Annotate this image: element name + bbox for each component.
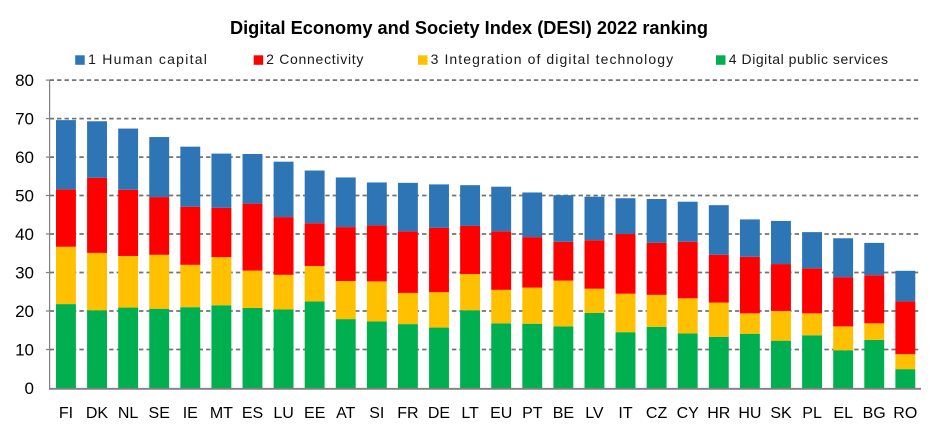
svg-text:AT: AT: [336, 405, 355, 422]
svg-text:DK: DK: [86, 405, 109, 422]
svg-text:50: 50: [15, 187, 34, 206]
svg-text:LU: LU: [273, 405, 293, 422]
svg-text:20: 20: [15, 302, 34, 321]
svg-text:IE: IE: [183, 405, 198, 422]
svg-text:MT: MT: [210, 405, 233, 422]
svg-text:SK: SK: [770, 405, 792, 422]
svg-text:CY: CY: [677, 405, 700, 422]
svg-text:70: 70: [15, 110, 34, 129]
svg-text:Digital Economy and Society In: Digital Economy and Society Index (DESI)…: [230, 18, 708, 38]
svg-text:10: 10: [15, 341, 34, 360]
svg-text:EU: EU: [490, 405, 512, 422]
svg-text:BG: BG: [863, 405, 886, 422]
svg-text:RO: RO: [893, 405, 917, 422]
svg-text:BE: BE: [553, 405, 574, 422]
svg-text:0: 0: [25, 379, 34, 398]
svg-text:CZ: CZ: [646, 405, 668, 422]
svg-text:LV: LV: [585, 405, 604, 422]
svg-text:4 Digital public services: 4 Digital public services: [729, 51, 889, 67]
svg-text:NL: NL: [118, 405, 139, 422]
svg-text:PL: PL: [802, 405, 822, 422]
svg-text:2 Connectivity: 2 Connectivity: [266, 51, 364, 67]
svg-text:FI: FI: [59, 405, 73, 422]
svg-text:80: 80: [15, 71, 34, 90]
svg-text:SE: SE: [149, 405, 170, 422]
svg-text:1 Human capital: 1 Human capital: [88, 51, 208, 67]
svg-text:FR: FR: [397, 405, 418, 422]
svg-text:IT: IT: [618, 405, 632, 422]
svg-text:LT: LT: [461, 405, 479, 422]
svg-text:PT: PT: [522, 405, 543, 422]
svg-text:SI: SI: [369, 405, 384, 422]
svg-text:60: 60: [15, 148, 34, 167]
svg-text:40: 40: [15, 225, 34, 244]
svg-text:EE: EE: [304, 405, 325, 422]
svg-text:30: 30: [15, 264, 34, 283]
svg-text:HR: HR: [707, 405, 730, 422]
svg-text:DE: DE: [428, 405, 450, 422]
svg-text:HU: HU: [738, 405, 761, 422]
svg-text:3 Integration of digital techn: 3 Integration of digital technology: [431, 51, 675, 67]
svg-text:EL: EL: [833, 405, 853, 422]
svg-text:ES: ES: [242, 405, 263, 422]
